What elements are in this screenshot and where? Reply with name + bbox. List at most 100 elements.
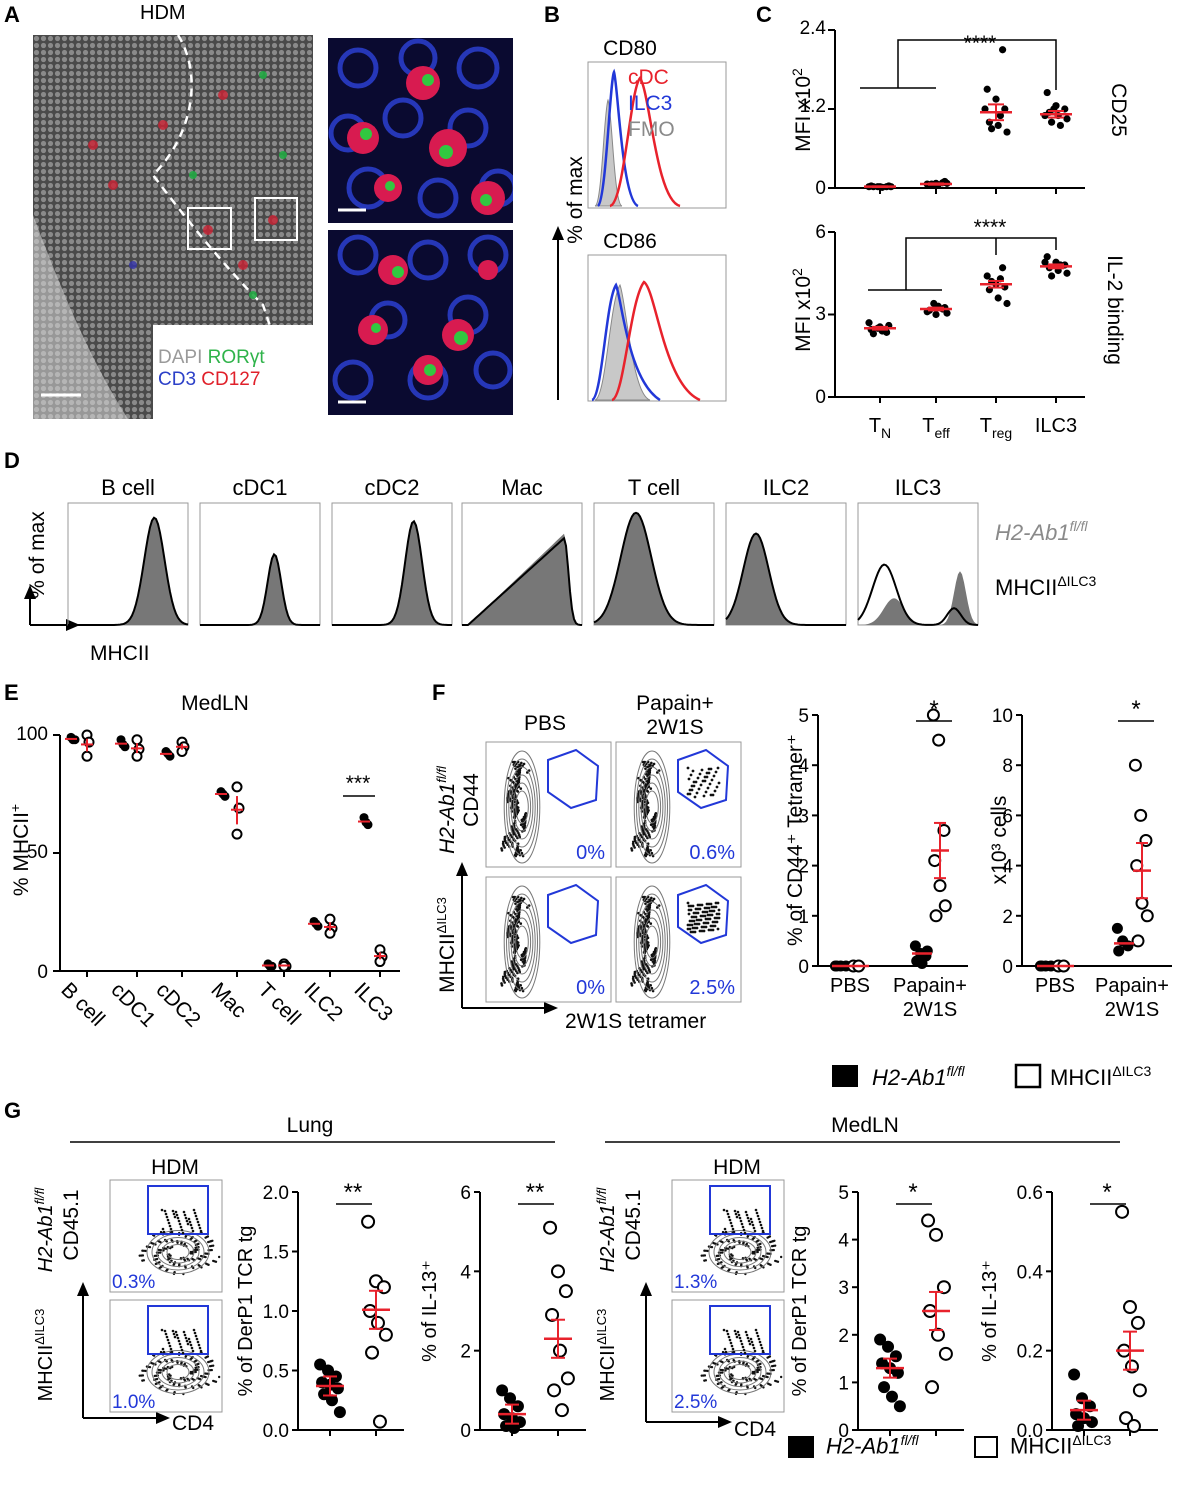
g-ytick-label: 0.2 (1017, 1342, 1043, 1363)
g-flow-event (776, 1260, 780, 1263)
g-flow-event (703, 1259, 706, 1262)
f-gated-event (702, 921, 706, 925)
g-gated-event (170, 1230, 174, 1234)
histogram-cd86-cdc (611, 280, 701, 402)
e-xcat-label: Mac (206, 978, 250, 1022)
f-gated-event (717, 912, 721, 916)
g-flow-event (733, 1365, 736, 1369)
f-gated-event (702, 929, 706, 933)
g-gated-event (183, 1213, 187, 1217)
f-contour (506, 893, 538, 991)
g-gated-event (751, 1343, 755, 1347)
f-col-title-papain: Papain+ (636, 692, 714, 715)
c-bot-ytick-1: 3 (815, 304, 826, 325)
f-ytick-label: 2 (798, 857, 809, 878)
e-title: MedLN (181, 692, 249, 715)
g-lung-hdm: HDM (151, 1156, 199, 1179)
g-gated-event (192, 1208, 196, 1212)
f-gate (547, 748, 600, 810)
f-flow-event (516, 900, 519, 904)
g-flow-event (773, 1364, 777, 1367)
f-gated-event (713, 924, 717, 928)
f-gated-event (688, 923, 692, 927)
g-gated-event (161, 1347, 165, 1351)
g-gated-event (727, 1215, 731, 1219)
f-gated-event (715, 785, 719, 789)
f-gated-event (689, 930, 693, 934)
g-gated-event (749, 1337, 753, 1341)
f-gated-event (703, 914, 707, 918)
g-flow-event (191, 1372, 194, 1375)
f-gated-event (703, 779, 707, 783)
f-contour (645, 790, 659, 824)
e-point-ko (131, 734, 143, 746)
g-gated-event (748, 1222, 752, 1226)
g-gated-event (755, 1211, 759, 1215)
c-data-point (1003, 128, 1011, 136)
f-flow-event (514, 919, 518, 923)
f-gated-event (697, 922, 701, 926)
g-gated-event (753, 1229, 757, 1233)
d-histogram-fl-fill (726, 533, 846, 625)
f-flow-event (633, 970, 637, 974)
panel-b-ylabel: % of max (564, 156, 587, 244)
histogram-box-cd80 (587, 61, 727, 209)
f-flow-event (516, 790, 520, 793)
g-gated-event (184, 1216, 188, 1220)
c-data-point (1003, 299, 1011, 308)
f-sig: * (929, 696, 938, 723)
g-ytick-label: 0.0 (263, 1421, 289, 1442)
micrograph-zoom-bottom (328, 230, 513, 415)
f-flow-event (501, 975, 505, 979)
f-point-ko (937, 823, 951, 837)
g-gated-event (722, 1208, 726, 1212)
f-point-fl (1111, 922, 1123, 934)
g-gated-event (757, 1217, 761, 1221)
g-gated-event (171, 1329, 175, 1333)
c-bot-ylabel: MFI x102 (789, 268, 815, 352)
d-histogram-title: Mac (501, 475, 543, 500)
f-ytick-label: 4 (798, 756, 809, 777)
g-medln-yaxis: CD45.1 (622, 1189, 645, 1260)
f-gated-event (701, 779, 705, 783)
g-flow-event (745, 1362, 749, 1366)
g-contour (156, 1357, 200, 1387)
g-flow-event (769, 1263, 772, 1267)
g-gated-event (727, 1335, 731, 1339)
g-medln-xaxis: CD4 (734, 1418, 776, 1441)
f-gated-event (701, 910, 705, 914)
g-point-fl (331, 1382, 344, 1395)
g-gated-event (734, 1332, 738, 1336)
f-flow-event (646, 846, 649, 849)
g-flow-event (746, 1386, 749, 1389)
g-gated-event (753, 1349, 757, 1353)
f-gated-event (702, 925, 706, 929)
f-gated-event (703, 910, 707, 914)
f-gated-event (712, 905, 716, 909)
c-data-point (1001, 105, 1009, 113)
g-gated-event (195, 1337, 199, 1341)
g-sig: ** (344, 1179, 363, 1206)
c-data-point (1043, 88, 1051, 97)
f-gated-event (690, 915, 694, 919)
f-plot1-ylabel: % of CD44⁺ Tetramer⁺ (784, 734, 807, 946)
f-point-ko (1134, 808, 1148, 822)
f-gated-event (698, 907, 702, 911)
g-gated-event (190, 1346, 194, 1350)
g-ytick-label: 2 (460, 1342, 471, 1363)
c-top-ylabel: MFI x102 (789, 68, 815, 152)
g-gated-event (174, 1330, 178, 1334)
g-point-ko (551, 1264, 565, 1279)
c-data-point (996, 111, 1004, 120)
g-point-fl (1072, 1420, 1085, 1433)
g-gated-event (191, 1349, 195, 1353)
g-point-ko (547, 1383, 562, 1398)
g-point-ko (925, 1380, 940, 1395)
g-flow-event (170, 1358, 173, 1362)
g-contour (728, 1244, 752, 1260)
f-gated-event (709, 902, 713, 906)
g-gated-event (198, 1226, 202, 1230)
g-gated-event (739, 1219, 743, 1223)
histogram-box-cd86 (587, 254, 727, 402)
f-flow-event (651, 764, 654, 768)
